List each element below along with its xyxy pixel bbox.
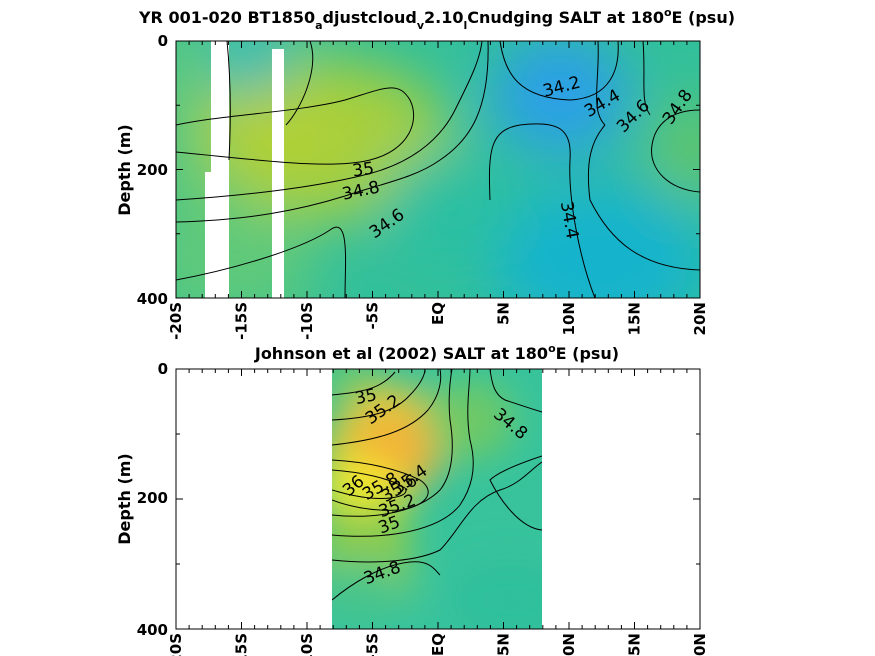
contour-lines-2 [332, 369, 542, 601]
x-tick-labels-2: -20S -15S -10S -5S EQ 5N 10N 15N 20N [167, 633, 709, 656]
axis-ticks-1 [175, 40, 701, 299]
ytick-label: 0 [158, 32, 168, 50]
xtick-label: 20N [691, 302, 709, 335]
missing-data-stripe [272, 49, 284, 298]
xtick-label: -15S [233, 302, 251, 340]
contour-line [176, 41, 483, 201]
xtick-label: 10N [560, 633, 578, 656]
xtick-label: -10S [298, 633, 316, 656]
y-axis-label-1: Depth (m) [115, 124, 134, 216]
contour-line [332, 461, 542, 563]
ytick-label: 200 [137, 161, 168, 179]
ytick-label: 400 [137, 290, 168, 308]
contour-line [176, 87, 415, 165]
contour-line [285, 41, 314, 126]
contour-line [596, 41, 606, 126]
missing-data-stripe [205, 172, 229, 298]
xtick-label: -20S [167, 302, 185, 340]
missing-data-stripe [211, 41, 229, 201]
contour-line [489, 455, 542, 531]
salinity-field-1 [176, 41, 700, 298]
xtick-label: -20S [167, 633, 185, 656]
contour-line [499, 41, 619, 101]
contour-line [332, 371, 396, 396]
xtick-label: -10S [298, 302, 316, 340]
xtick-label: EQ [429, 302, 447, 325]
ytick-label: 400 [137, 621, 168, 639]
salinity-field-2 [332, 369, 542, 629]
contour-line [226, 41, 231, 161]
contour-line [332, 561, 441, 601]
contour-lines-1 [176, 41, 700, 298]
ytick-label: 200 [137, 489, 168, 507]
axis-ticks-2 [175, 368, 701, 630]
contour-label: 35 [353, 385, 378, 409]
contour-line [176, 226, 347, 298]
contour-line [176, 41, 489, 223]
contour-line [651, 109, 700, 193]
panel-1: YR 001-020 BT1850adjustcloudv2.10lCnudgi… [115, 6, 735, 340]
xtick-label: 15N [626, 633, 644, 656]
x-tick-labels-1: -20S -15S -10S -5S EQ 5N 10N 15N 20N [167, 302, 709, 340]
panel-2: Johnson et al (2002) SALT at 180oE (psu) [115, 342, 709, 656]
contour-label: 35 [351, 159, 375, 182]
contour-line [587, 124, 700, 271]
xtick-label: 5N [495, 302, 513, 325]
contour-line [489, 369, 542, 413]
contour-line [332, 369, 453, 517]
ytick-label: 0 [158, 360, 168, 378]
xtick-label: 5N [495, 633, 513, 656]
chart-title-2: Johnson et al (2002) SALT at 180oE (psu) [254, 342, 619, 363]
xtick-label: -15S [233, 633, 251, 656]
contour-line [642, 41, 651, 116]
xtick-label: -5S [364, 633, 382, 656]
xtick-label: EQ [429, 633, 447, 656]
xtick-label: 15N [626, 302, 644, 335]
y-axis-label-2: Depth (m) [115, 453, 134, 545]
contour-line [332, 459, 429, 511]
chart-title-1: YR 001-020 BT1850adjustcloudv2.10lCnudgi… [138, 6, 735, 32]
xtick-label: 20N [691, 633, 709, 656]
contour-line [332, 369, 426, 421]
contour-line [488, 123, 596, 298]
xtick-label: -5S [364, 302, 382, 329]
contour-line [332, 469, 407, 499]
contour-line [332, 369, 474, 537]
xtick-label: 10N [560, 302, 578, 335]
contour-line [332, 369, 442, 446]
